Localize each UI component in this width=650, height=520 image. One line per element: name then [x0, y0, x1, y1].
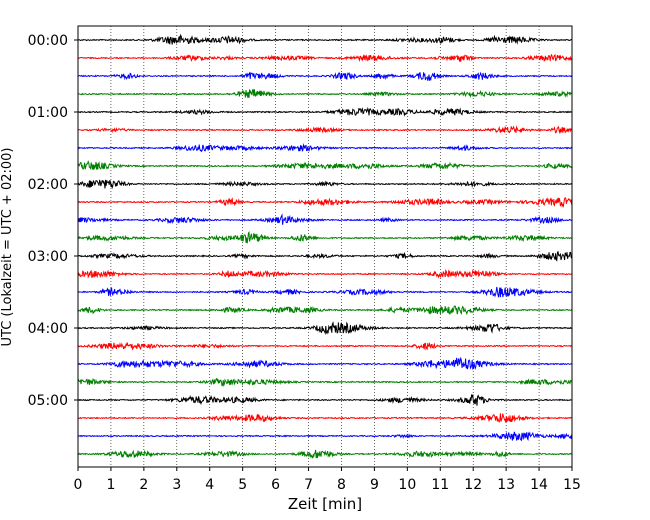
trace-23: [77, 449, 572, 459]
x-tick-label-0: 0: [74, 477, 83, 493]
trace-17: [77, 341, 572, 351]
x-tick-label-4: 4: [205, 477, 214, 493]
trace-18: [77, 356, 573, 370]
x-tick-label-2: 2: [139, 477, 148, 493]
seismic-traces: [77, 33, 573, 459]
trace-20: [77, 393, 572, 406]
y-tick-label-1: 01:00: [28, 105, 68, 121]
x-tick-label-10: 10: [398, 477, 416, 493]
trace-19: [77, 377, 573, 388]
x-tick-label-11: 11: [431, 477, 449, 493]
trace-6: [77, 142, 573, 153]
y-tick-label-3: 03:00: [28, 249, 68, 265]
trace-2: [77, 71, 573, 82]
y-axis-ticks: 00:00 01:00 02:00 03:00 04:00 05:00: [28, 33, 78, 409]
trace-16: [77, 321, 572, 336]
trace-15: [77, 305, 573, 316]
trace-21: [77, 413, 573, 423]
x-tick-label-6: 6: [271, 477, 280, 493]
trace-4: [77, 106, 572, 117]
x-axis-ticks: 0 1 2 3 4 5 6 7 8 9 10 11 12 13 14 15: [74, 467, 581, 493]
trace-11: [77, 230, 572, 244]
trace-0: [77, 33, 572, 45]
x-axis-label: Zeit [min]: [288, 495, 362, 513]
trace-22: [77, 431, 573, 442]
trace-14: [77, 286, 573, 298]
x-tick-label-14: 14: [530, 477, 548, 493]
x-tick-label-5: 5: [238, 477, 247, 493]
x-tick-label-13: 13: [497, 477, 515, 493]
trace-5: [77, 125, 572, 135]
x-tick-label-12: 12: [464, 477, 482, 493]
x-tick-label-1: 1: [106, 477, 115, 493]
y-axis-label: UTC (Lokalzeit = UTC + 02:00): [0, 148, 15, 347]
y-tick-label-4: 04:00: [28, 321, 68, 337]
trace-12: [77, 251, 573, 262]
trace-7: [77, 160, 573, 171]
x-tick-label-7: 7: [304, 477, 313, 493]
trace-9: [77, 196, 573, 208]
plot-frame: [77, 25, 573, 468]
x-tick-label-15: 15: [563, 477, 581, 493]
trace-3: [77, 89, 573, 99]
y-tick-label-5: 05:00: [28, 393, 68, 409]
x-tick-label-3: 3: [172, 477, 181, 493]
trace-8: [77, 179, 573, 190]
y-tick-label-2: 02:00: [28, 177, 68, 193]
trace-10: [77, 213, 572, 225]
x-tick-label-8: 8: [337, 477, 346, 493]
x-tick-label-9: 9: [370, 477, 379, 493]
trace-1: [77, 53, 573, 63]
trace-13: [77, 268, 573, 279]
y-tick-label-0: 00:00: [28, 33, 68, 49]
